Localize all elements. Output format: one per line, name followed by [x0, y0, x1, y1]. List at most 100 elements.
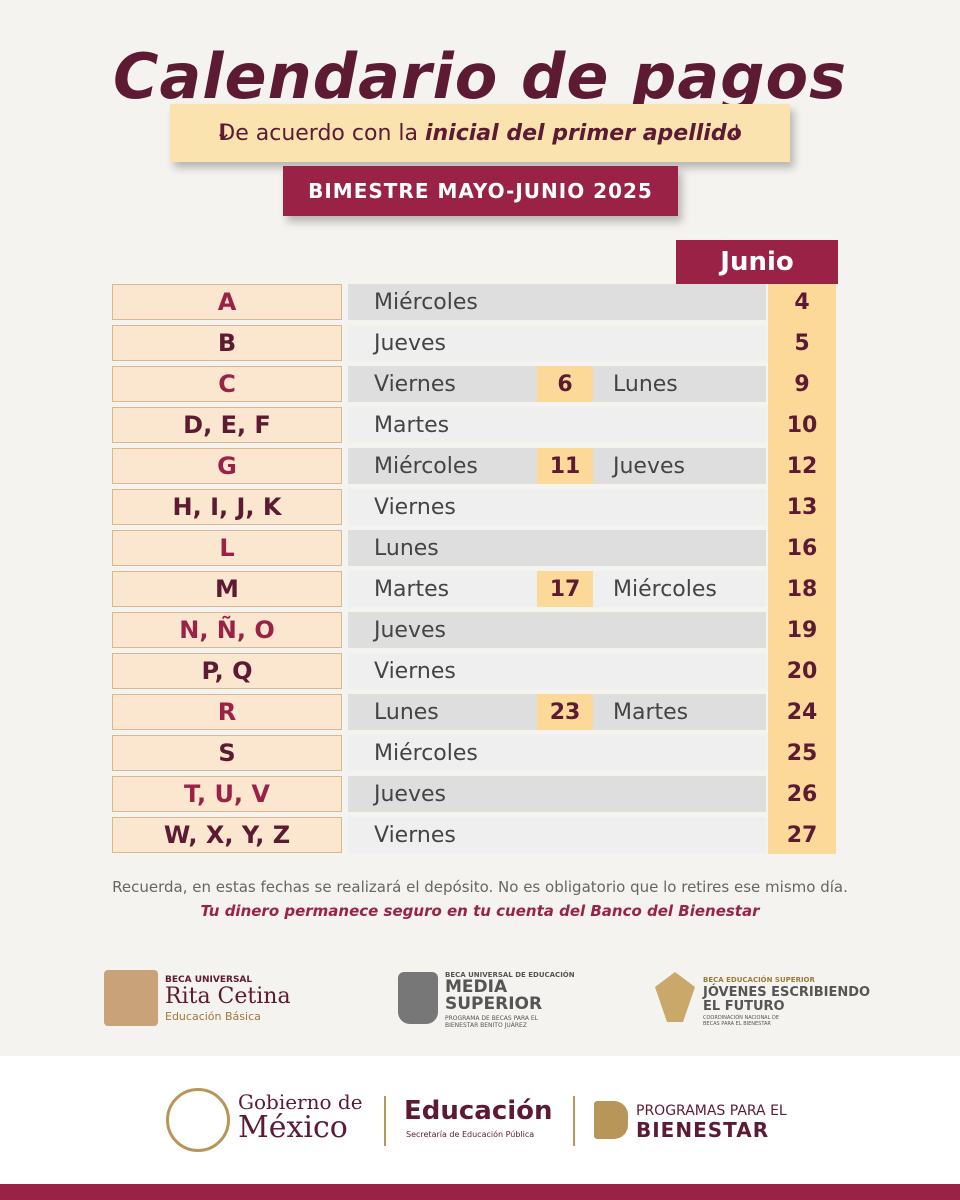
footer-note: Recuerda, en estas fechas se realizará e…	[112, 878, 848, 896]
day-bar	[348, 735, 766, 771]
logo-text: PROGRAMA DE BECAS PARA EL BIENESTAR BENI…	[445, 1015, 539, 1029]
subtitle-emphasis: inicial del primer apellido	[424, 120, 742, 146]
day: Martes	[374, 576, 450, 602]
mid-date: 11	[537, 448, 593, 484]
day: Jueves	[374, 330, 446, 356]
bienestar-icon	[594, 1101, 628, 1139]
letters: D, E, F	[112, 407, 342, 443]
day-bar	[348, 325, 766, 361]
letters: W, X, Y, Z	[112, 817, 342, 853]
logo-text: BIENESTAR	[636, 1118, 770, 1142]
end-day: Miércoles	[613, 576, 717, 602]
june-date: 20	[786, 658, 818, 684]
june-date: 4	[794, 289, 810, 315]
june-date: 26	[786, 781, 818, 807]
day: Viernes	[374, 494, 456, 520]
logo-text: COORDINACIÓN NACIONAL DE BECAS PARA EL B…	[703, 1015, 779, 1027]
end-day-bar	[600, 366, 766, 402]
month-header: Junio	[676, 240, 838, 284]
end-day: Jueves	[613, 453, 685, 479]
june-date: 13	[786, 494, 818, 520]
logo-text: SUPERIOR	[445, 994, 543, 1014]
day: Miércoles	[374, 289, 478, 315]
media-icon	[398, 972, 438, 1024]
logo-text: BECA UNIVERSAL	[165, 975, 253, 985]
letters: C	[112, 366, 342, 402]
mid-date: 17	[537, 571, 593, 607]
day: Lunes	[374, 535, 439, 561]
day: Viernes	[374, 371, 456, 397]
seal	[166, 1088, 230, 1152]
letters: L	[112, 530, 342, 566]
logo-text: JÓVENES ESCRIBIENDO	[703, 985, 871, 1000]
june-date: 5	[794, 330, 810, 356]
day-bar	[348, 407, 766, 443]
letters: R	[112, 694, 342, 730]
day-bar	[348, 612, 766, 648]
day-bar	[348, 817, 766, 853]
end-day-bar	[600, 571, 766, 607]
mid-date: 23	[537, 694, 593, 730]
june-column	[768, 284, 836, 854]
day: Miércoles	[374, 740, 478, 766]
day-bar	[348, 284, 766, 320]
june-date: 9	[794, 371, 810, 397]
arrow: ↓	[728, 120, 745, 144]
logo-text: BECA UNIVERSAL DE EDUCACIÓN	[445, 971, 575, 979]
june-date: 24	[786, 699, 818, 725]
letters: P, Q	[112, 653, 342, 689]
jovenes-icon	[655, 972, 695, 1022]
logo-text: BECA EDUCACIÓN SUPERIOR	[703, 976, 815, 984]
june-date: 18	[786, 576, 818, 602]
logo-text: Rita Cetina	[165, 984, 291, 1009]
day-bar	[348, 530, 766, 566]
logo-text: EL FUTURO	[703, 999, 785, 1014]
day-bar	[348, 653, 766, 689]
day-bar	[348, 489, 766, 525]
rita-portrait	[104, 970, 158, 1026]
day: Viernes	[374, 658, 456, 684]
logo-text: Educación	[404, 1096, 553, 1126]
logo-text: México	[238, 1110, 348, 1145]
day: Martes	[374, 412, 450, 438]
june-date: 10	[786, 412, 818, 438]
end-day: Martes	[613, 699, 689, 725]
june-date: 25	[786, 740, 818, 766]
bottom-band	[0, 1184, 960, 1200]
june-date: 12	[786, 453, 818, 479]
divider	[573, 1096, 575, 1146]
logo-text: Gobierno de	[238, 1090, 363, 1114]
mid-date: 6	[537, 366, 593, 402]
letters: G	[112, 448, 342, 484]
divider	[384, 1096, 386, 1146]
letters: B	[112, 325, 342, 361]
letters: N, Ñ, O	[112, 612, 342, 648]
letters: H, I, J, K	[112, 489, 342, 525]
end-day-bar	[600, 694, 766, 730]
end-day-bar	[600, 448, 766, 484]
day-bar	[348, 776, 766, 812]
day: Jueves	[374, 781, 446, 807]
title: Calendario de pagos	[112, 40, 848, 113]
june-date: 27	[786, 822, 818, 848]
logo-text: Educación Básica	[165, 1010, 261, 1023]
footer-emphasis: Tu dinero permanece seguro en tu cuenta …	[200, 902, 760, 920]
day: Lunes	[374, 699, 439, 725]
letters: M	[112, 571, 342, 607]
logo-text: Secretaría de Educación Pública	[406, 1130, 535, 1139]
day: Jueves	[374, 617, 446, 643]
letters: S	[112, 735, 342, 771]
period: BIMESTRE MAYO-JUNIO 2025	[283, 166, 678, 216]
end-day: Lunes	[613, 371, 678, 397]
june-date: 16	[786, 535, 818, 561]
subtitle: ↓ De acuerdo con la inicial del primer a…	[170, 104, 790, 162]
logo-text: PROGRAMAS PARA EL	[636, 1103, 787, 1119]
arrow: ↓	[215, 120, 232, 144]
subtitle-prefix: De acuerdo con la	[218, 120, 418, 146]
day: Viernes	[374, 822, 456, 848]
june-date: 19	[786, 617, 818, 643]
letters: A	[112, 284, 342, 320]
day: Miércoles	[374, 453, 478, 479]
bottom-bar: Gobierno de México Educación Secretaría …	[0, 1056, 960, 1186]
